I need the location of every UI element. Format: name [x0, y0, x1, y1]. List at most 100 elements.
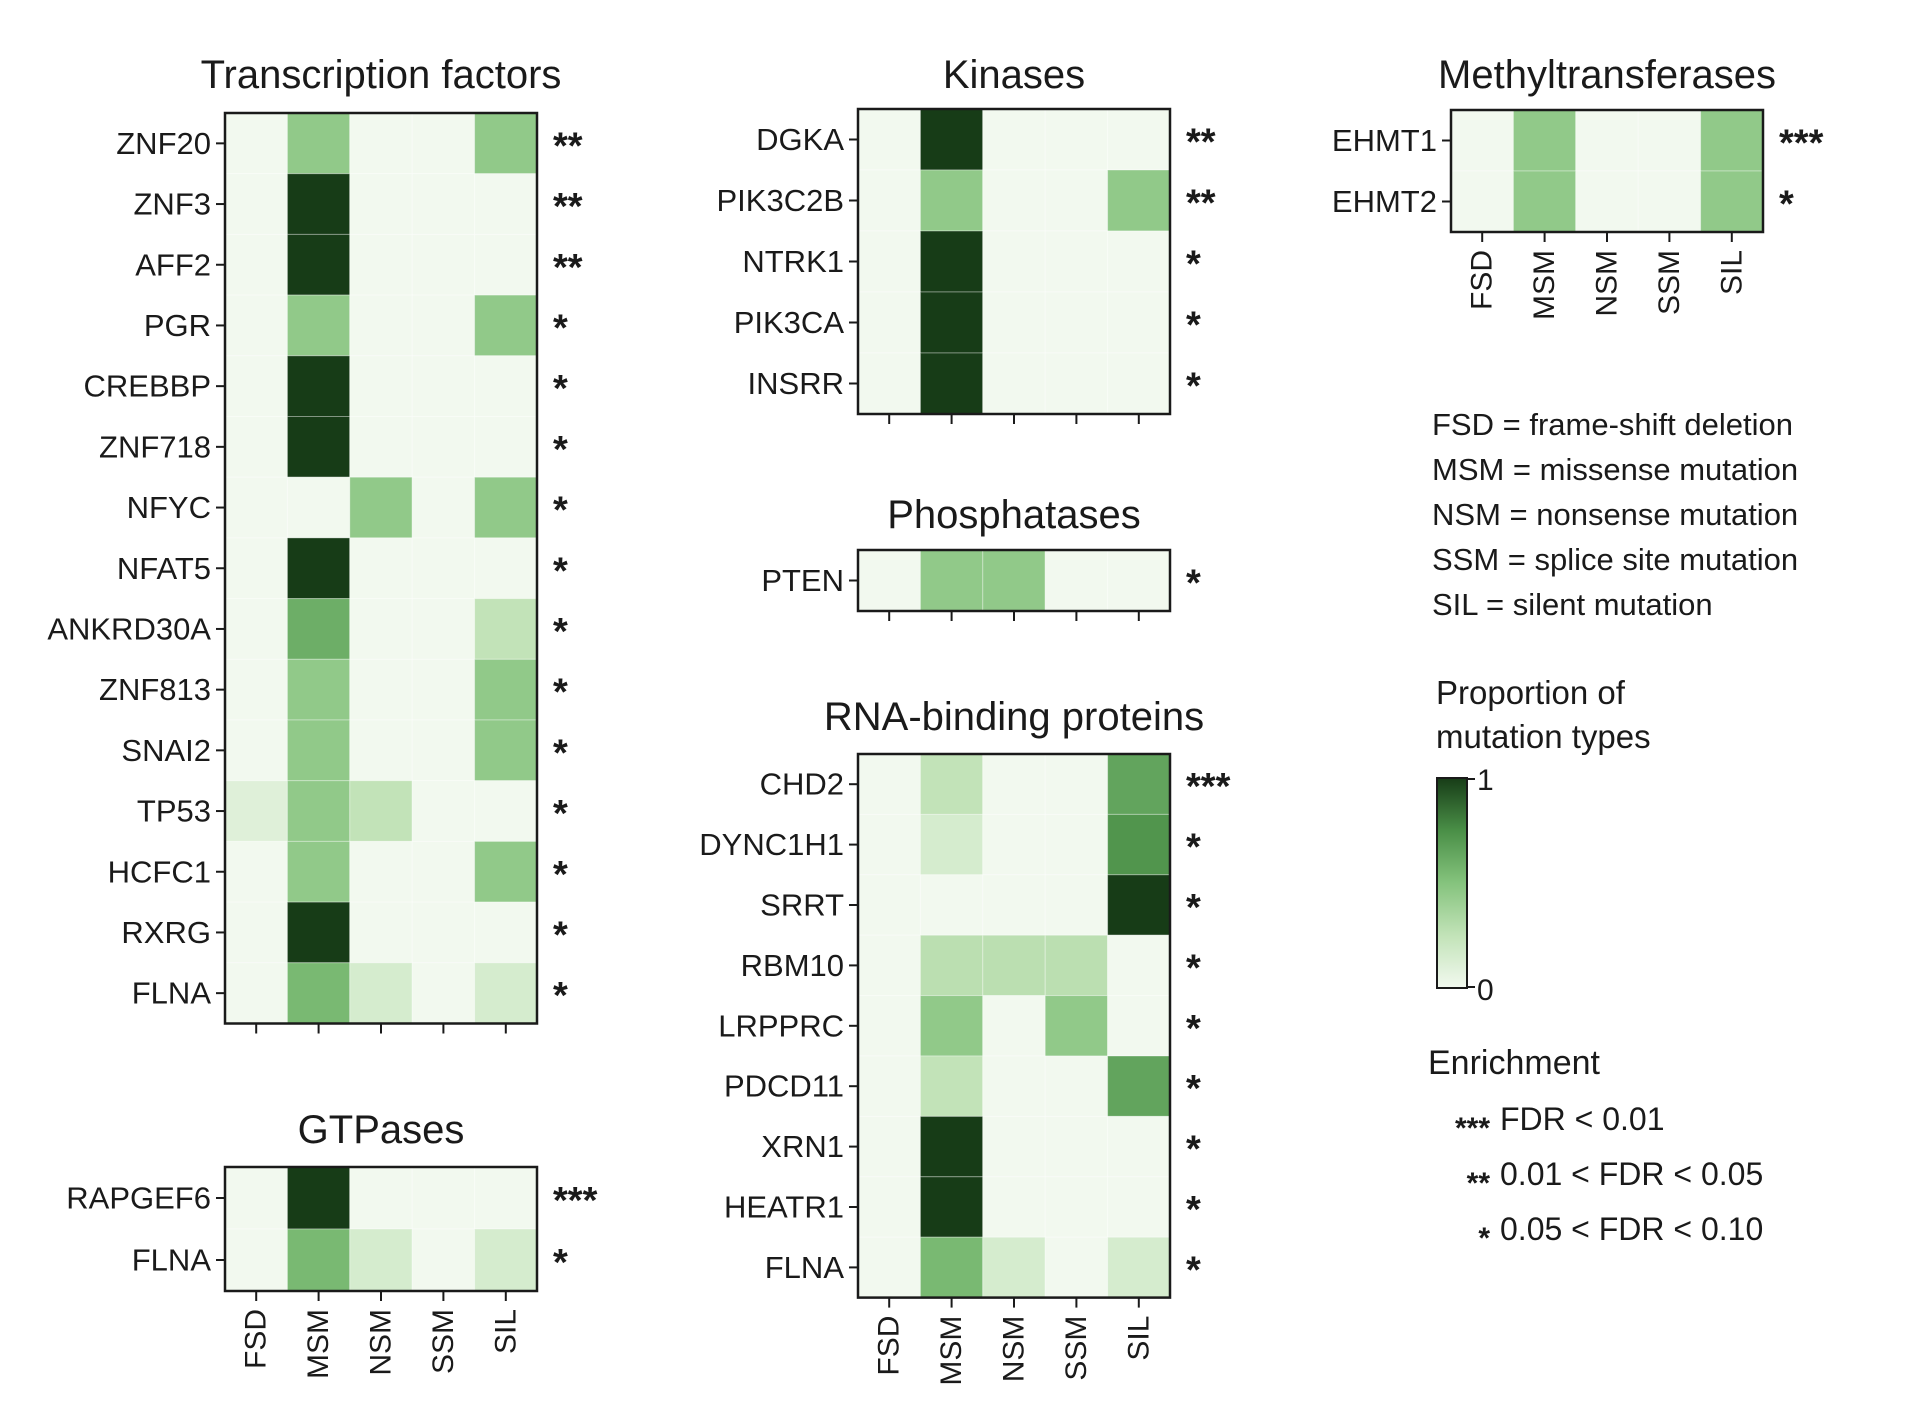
heatmap-cell	[411, 962, 476, 1024]
heatmap-cell	[982, 352, 1046, 415]
column-label: MSM	[935, 1316, 968, 1386]
heatmap-cell	[286, 537, 351, 600]
heatmap-cell	[224, 112, 288, 175]
heatmap-cell	[857, 169, 921, 232]
heatmap-cell	[1044, 1236, 1109, 1299]
colorbar-max-label: 1	[1477, 764, 1494, 797]
gene-label: NTRK1	[742, 244, 844, 279]
heatmap-cell	[286, 476, 351, 539]
heatmap-cell	[982, 1236, 1046, 1299]
heatmap-cell	[1512, 109, 1577, 172]
heatmap-cell	[474, 416, 538, 478]
heatmap-cell	[1044, 934, 1109, 997]
significance-stars: *	[553, 611, 568, 653]
heatmap-cell	[1044, 1115, 1109, 1178]
heatmap-cell	[919, 1176, 984, 1238]
heatmap-cell	[474, 476, 538, 539]
heatmap-cell	[349, 294, 413, 357]
gene-label: SNAI2	[121, 733, 211, 768]
abbreviation-entry: FSD = frame-shift deletion	[1432, 407, 1793, 442]
heatmap-cell	[286, 416, 351, 478]
heatmap-cell	[857, 291, 921, 354]
significance-stars: ***	[1186, 766, 1231, 808]
heatmap-cell	[349, 355, 413, 417]
heatmap-cell	[1107, 874, 1171, 936]
gene-label: HCFC1	[108, 854, 211, 889]
heatmap-cell	[411, 112, 476, 175]
significance-stars: *	[553, 307, 568, 349]
heatmap-cell	[224, 840, 288, 903]
heatmap-cell	[1044, 230, 1109, 293]
gene-label: EHMT2	[1332, 184, 1437, 219]
significance-stars: *	[553, 914, 568, 956]
heatmap-cell	[349, 233, 413, 296]
heatmap-cell	[1044, 549, 1109, 612]
heatmap-cell	[1107, 995, 1171, 1057]
colorbar-title: mutation types	[1436, 718, 1651, 755]
significance-stars: *	[1186, 1189, 1201, 1231]
heatmap-cell	[411, 1166, 476, 1230]
panel-title: Methyltransferases	[1438, 53, 1776, 97]
heatmap-cell	[1044, 1176, 1109, 1238]
heatmap-cell	[982, 934, 1046, 997]
heatmap-cell	[411, 901, 476, 964]
heatmap-cell	[919, 1236, 984, 1299]
heatmap-cell	[286, 598, 351, 660]
significance-stars: **	[553, 125, 583, 167]
abbreviation-entry: SIL = silent mutation	[1432, 587, 1713, 622]
heatmap-cell	[919, 1115, 984, 1178]
heatmap-cell	[1044, 874, 1109, 936]
gene-label: DGKA	[756, 122, 844, 157]
gene-label: ZNF20	[116, 126, 211, 161]
heatmap-cell	[474, 962, 538, 1024]
panel-title: RNA-binding proteins	[824, 695, 1204, 739]
heatmap-cell	[224, 658, 288, 721]
heatmap-cell	[919, 874, 984, 936]
heatmap-cell	[224, 780, 288, 842]
heatmap-cell	[474, 1228, 538, 1292]
heatmap-cell	[919, 753, 984, 815]
abbreviation-entry: SSM = splice site mutation	[1432, 542, 1798, 577]
enrichment-stars: **	[1467, 1167, 1491, 1200]
heatmap-cell	[286, 233, 351, 296]
colorbar-min-label: 0	[1477, 974, 1494, 1007]
heatmap-cell	[857, 1055, 921, 1117]
gene-label: PIK3C2B	[716, 183, 844, 218]
significance-stars: *	[1186, 887, 1201, 929]
heatmap-cell	[1107, 753, 1171, 815]
heatmap-cell	[474, 840, 538, 903]
heatmap-cell	[1044, 1055, 1109, 1117]
enrichment-stars: *	[1478, 1222, 1490, 1255]
heatmap-cell	[919, 291, 984, 354]
heatmap-cell	[474, 901, 538, 964]
heatmap-cell	[982, 874, 1046, 936]
gene-label: SRRT	[760, 888, 844, 923]
heatmap-cell	[982, 291, 1046, 354]
heatmap-cell	[224, 1228, 288, 1292]
column-label: FSD	[240, 1309, 273, 1369]
enrichment-label: 0.05 < FDR < 0.10	[1500, 1211, 1763, 1247]
heatmap-cell	[982, 169, 1046, 232]
column-label: NSM	[1591, 250, 1624, 317]
gene-label: PTEN	[761, 563, 844, 598]
panel-title: Kinases	[943, 53, 1085, 97]
column-label: FSD	[873, 1316, 906, 1376]
heatmap-cell	[1637, 170, 1702, 233]
heatmap-cell	[857, 549, 921, 612]
heatmap-cell	[411, 355, 476, 417]
significance-stars: *	[1186, 1008, 1201, 1050]
heatmap-cell	[1107, 1236, 1171, 1299]
heatmap-cell	[286, 901, 351, 964]
heatmap-cell	[1107, 1115, 1171, 1178]
heatmap-cell	[919, 230, 984, 293]
gene-label: HEATR1	[724, 1190, 844, 1225]
significance-stars: *	[1186, 1249, 1201, 1291]
heatmap-cell	[286, 658, 351, 721]
heatmap-cell	[286, 355, 351, 417]
heatmap-cell	[1107, 813, 1171, 876]
heatmap-cell	[224, 719, 288, 782]
heatmap-cell	[919, 934, 984, 997]
heatmap-cell	[411, 598, 476, 660]
heatmap-cell	[919, 549, 984, 612]
enrichment-title: Enrichment	[1428, 1044, 1601, 1082]
